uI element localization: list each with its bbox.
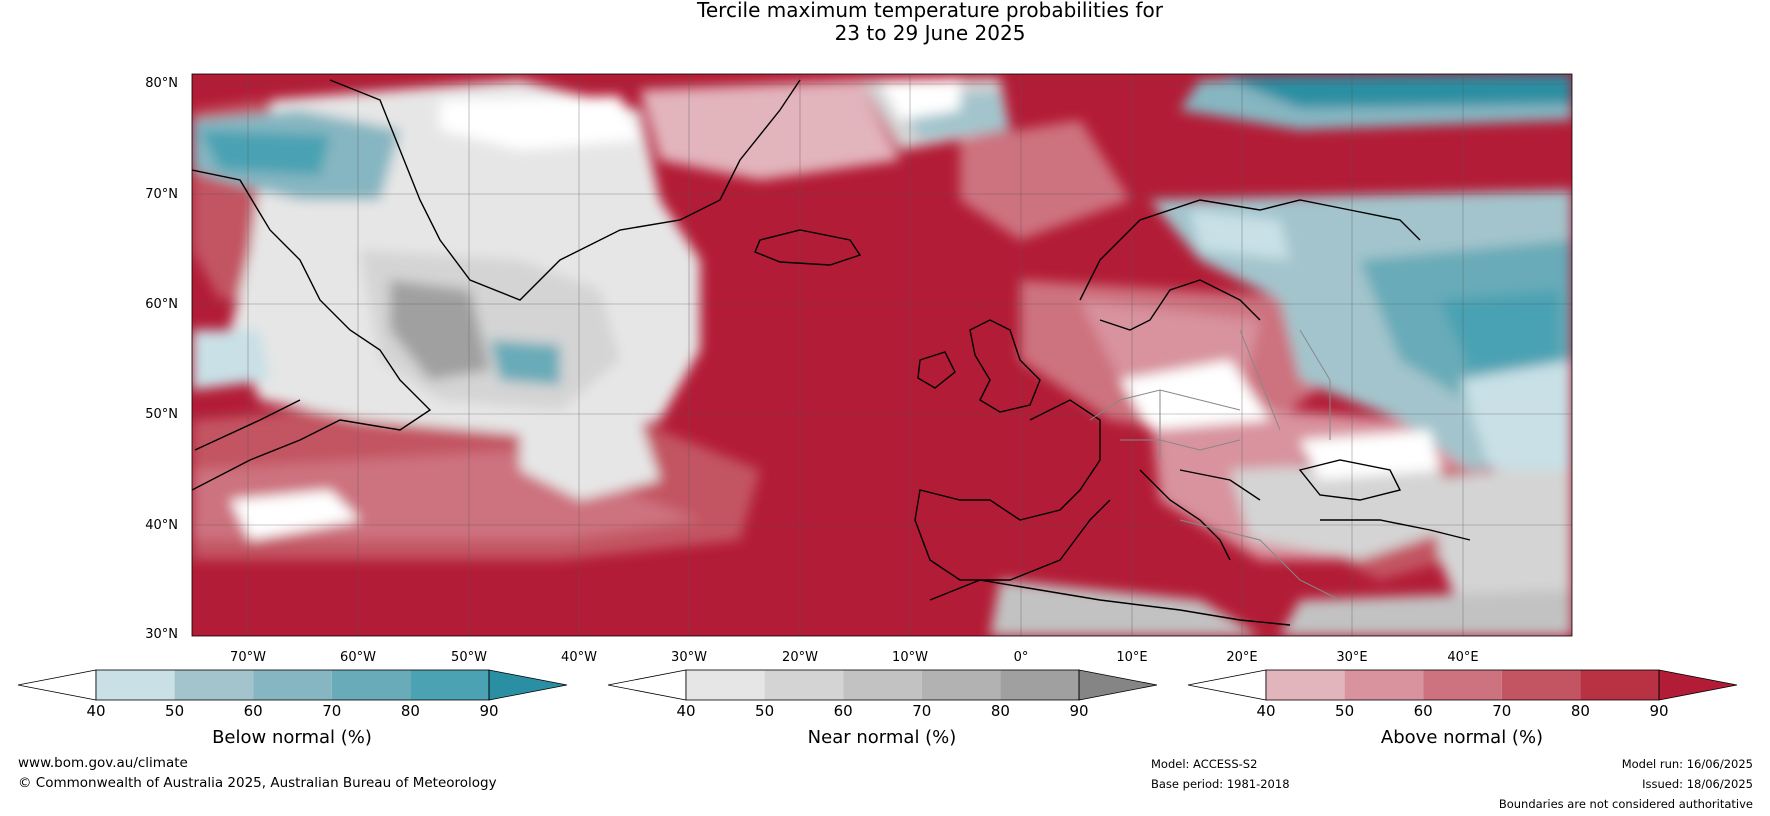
lon-label: 50°W (451, 650, 487, 665)
colorbar-label-above: Above normal (%) (1380, 727, 1544, 748)
lat-label: 40°N (145, 518, 178, 533)
footer-base-period: Base period: 1981-2018 (1151, 777, 1290, 791)
colorbar-tick: 90 (479, 702, 499, 720)
colorbar-tick: 40 (86, 702, 106, 720)
colorbar-tick: 90 (1069, 702, 1089, 720)
lat-label: 30°N (145, 627, 178, 642)
lon-label: 60°W (340, 650, 376, 665)
lon-label: 40°W (561, 650, 597, 665)
chart-title-line2: 23 to 29 June 2025 (834, 21, 1026, 45)
colorbar-tick: 60 (833, 702, 853, 720)
colorbar-tick: 80 (990, 702, 1010, 720)
lon-label: 70°W (230, 650, 266, 665)
colorbar-below (17, 669, 568, 701)
colorbar-tick: 70 (912, 702, 932, 720)
lon-label: 40°E (1447, 650, 1479, 665)
footer-website: www.bom.gov.au/climate (18, 755, 188, 771)
colorbar-tick: 80 (400, 702, 420, 720)
colorbar-tick: 60 (243, 702, 263, 720)
lon-label: 0° (1013, 650, 1029, 665)
colorbar-label-near: Near normal (%) (807, 727, 957, 748)
graticule (192, 74, 1572, 636)
chart-title-line1: Tercile maximum temperature probabilitie… (697, 0, 1163, 22)
colorbar-tick: 40 (676, 702, 696, 720)
colorbar-tick: 50 (165, 702, 185, 720)
colorbar-near (607, 669, 1158, 701)
footer-disclaimer: Boundaries are not considered authoritat… (1498, 797, 1753, 811)
colorbar-tick: 60 (1413, 702, 1433, 720)
probability-field (192, 74, 1572, 636)
lat-label: 50°N (145, 407, 178, 422)
colorbar-label-below: Below normal (%) (212, 727, 372, 748)
lon-label: 30°E (1336, 650, 1368, 665)
colorbar-tick: 70 (1492, 702, 1512, 720)
coastlines (192, 79, 1471, 626)
lon-label: 10°W (892, 650, 928, 665)
lon-label: 30°W (671, 650, 707, 665)
colorbar-above (1187, 669, 1738, 701)
footer-model-run: Model run: 16/06/2025 (1621, 757, 1753, 771)
borders (1089, 329, 1341, 601)
lat-label: 60°N (145, 297, 178, 312)
lon-label: 20°W (782, 650, 818, 665)
colorbar-tick: 70 (322, 702, 342, 720)
lon-label: 20°E (1226, 650, 1258, 665)
footer-model: Model: ACCESS-S2 (1151, 757, 1258, 771)
lon-label: 10°E (1116, 650, 1148, 665)
colorbar-tick: 50 (755, 702, 775, 720)
footer-issued: Issued: 18/06/2025 (1642, 777, 1753, 791)
colorbar-tick: 40 (1256, 702, 1276, 720)
colorbar-tick: 50 (1335, 702, 1355, 720)
footer-copyright: © Commonwealth of Australia 2025, Austra… (18, 775, 497, 791)
colorbar-tick: 80 (1570, 702, 1590, 720)
lat-label: 70°N (145, 187, 178, 202)
lat-label: 80°N (145, 76, 178, 91)
colorbar-tick: 90 (1649, 702, 1669, 720)
